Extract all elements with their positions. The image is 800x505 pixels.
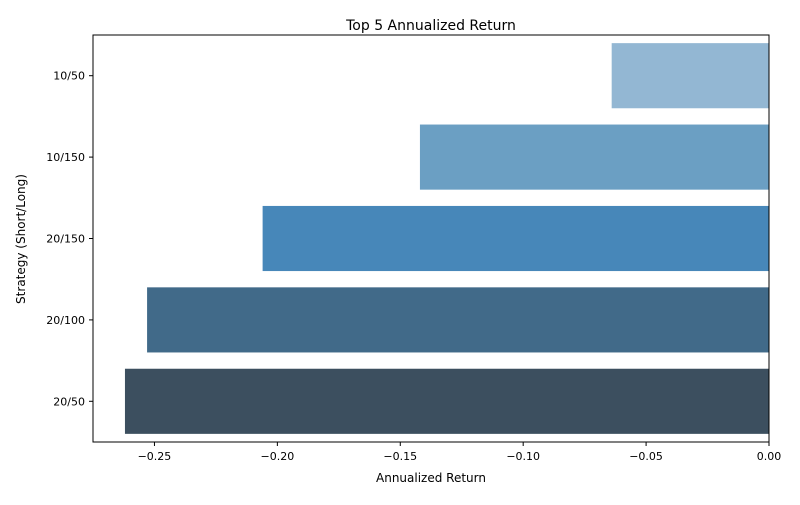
x-tick-label: −0.05 xyxy=(629,450,663,463)
bars-group xyxy=(124,43,769,434)
x-axis-ticks: −0.25 −0.20 −0.15 −0.10 −0.05 0.00 xyxy=(138,442,782,463)
bar-20-150 xyxy=(262,205,769,272)
chart-title: Top 5 Annualized Return xyxy=(345,18,516,34)
x-tick-label: −0.25 xyxy=(138,450,172,463)
bar-20-100 xyxy=(147,287,769,353)
bar-10-150 xyxy=(419,124,769,190)
x-tick-label: −0.15 xyxy=(383,450,417,463)
y-axis-ticks: 10/50 10/150 20/150 20/100 20/50 xyxy=(46,70,93,408)
y-tick-label: 20/150 xyxy=(46,233,85,246)
y-axis-label: Strategy (Short/Long) xyxy=(14,174,28,304)
plot-frame xyxy=(92,34,770,443)
y-tick-label: 10/50 xyxy=(53,70,85,83)
bar-20-50 xyxy=(124,368,769,434)
bar-10-50 xyxy=(611,43,769,109)
x-tick-label: −0.20 xyxy=(261,450,295,463)
y-tick-label: 20/50 xyxy=(53,395,85,408)
y-tick-label: 20/100 xyxy=(46,314,85,327)
x-axis-label: Annualized Return xyxy=(376,471,486,485)
y-tick-label: 10/150 xyxy=(46,151,85,164)
x-tick-label: 0.00 xyxy=(757,450,782,463)
x-tick-label: −0.10 xyxy=(506,450,540,463)
